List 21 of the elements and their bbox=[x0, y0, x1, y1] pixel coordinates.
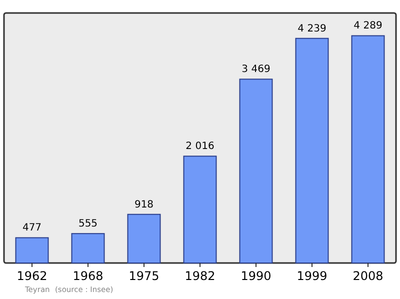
x-tick-label: 1968 bbox=[72, 269, 104, 283]
x-tick-label: 1990 bbox=[240, 269, 272, 283]
bar bbox=[295, 38, 329, 264]
x-tick-label: 1982 bbox=[184, 269, 216, 283]
data-label: 2 016 bbox=[186, 141, 214, 152]
x-tick-label: 1999 bbox=[296, 269, 328, 283]
bar bbox=[239, 78, 273, 264]
x-tick-label: 1975 bbox=[128, 269, 160, 283]
x-tick-label: 2008 bbox=[352, 269, 384, 283]
data-label: 918 bbox=[134, 199, 154, 210]
bar bbox=[15, 237, 49, 264]
bar bbox=[127, 214, 161, 264]
data-label: 3 469 bbox=[242, 64, 270, 76]
x-tick-label: 1962 bbox=[16, 269, 48, 283]
bar bbox=[351, 35, 385, 264]
data-label: 555 bbox=[78, 218, 98, 230]
bar bbox=[71, 233, 105, 264]
bar bbox=[183, 156, 217, 264]
data-label: 4 239 bbox=[298, 23, 326, 34]
data-label: 4 289 bbox=[354, 20, 382, 32]
data-label: 477 bbox=[22, 222, 42, 234]
